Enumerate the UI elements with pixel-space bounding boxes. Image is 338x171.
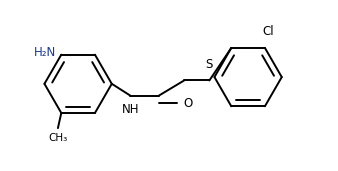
Text: O: O: [184, 96, 193, 109]
Text: H₂N: H₂N: [34, 47, 56, 60]
Text: CH₃: CH₃: [48, 133, 68, 143]
Text: NH: NH: [122, 103, 139, 116]
Text: Cl: Cl: [263, 25, 274, 38]
Text: S: S: [206, 58, 213, 71]
